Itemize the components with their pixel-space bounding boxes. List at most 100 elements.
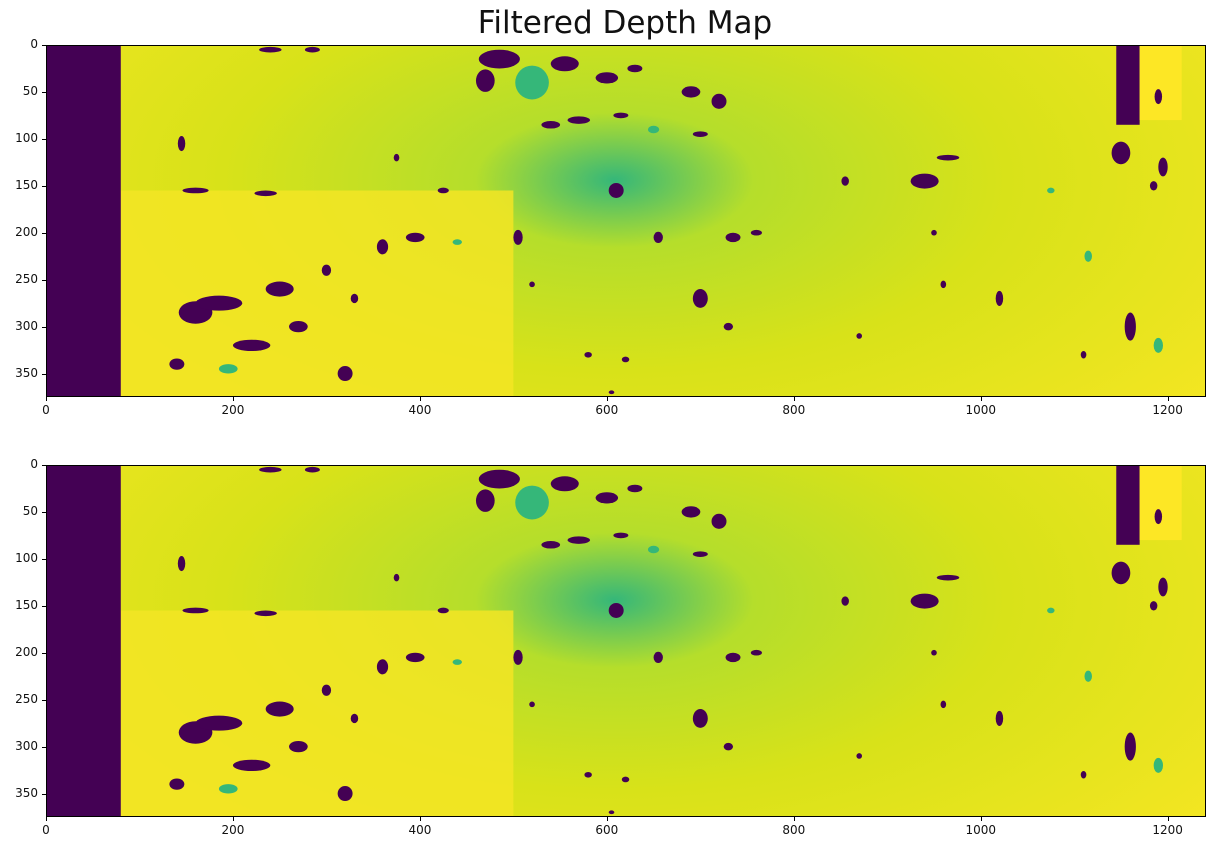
x-tick-mark [980,397,982,401]
y-tick-mark [42,793,46,795]
y-tick-label: 150 [15,177,38,192]
invalid-blob [1154,509,1163,525]
chart-title: Filtered Depth Map [477,5,773,41]
invalid-blob [452,659,462,665]
invalid-blob [405,232,425,243]
y-tick-label: 50 [22,503,38,518]
invalid-blob [393,573,400,582]
x-tick-mark [419,397,421,401]
x-tick-mark [606,397,608,401]
invalid-blob [529,701,535,708]
invalid-blob [1111,561,1131,585]
invalid-blob [1149,601,1158,611]
y-tick-mark [42,185,46,187]
invalid-blob [321,264,332,276]
invalid-blob [711,93,727,109]
y-tick-mark [42,138,46,140]
invalid-blob [475,69,495,92]
invalid-blob [289,320,308,333]
invalid-blob [595,492,619,504]
invalid-region-1 [1116,45,1140,125]
invalid-blob [1047,187,1055,194]
x-tick-mark [419,817,421,821]
y-tick-label: 0 [30,457,38,471]
invalid-blob [621,356,630,363]
y-tick-label: 250 [15,691,38,706]
invalid-blob [515,485,549,520]
depth-map-panel-top [46,45,1206,397]
invalid-blob [647,125,660,134]
near-surface-region [120,610,514,817]
invalid-blob [232,339,271,352]
invalid-blob [750,229,763,236]
depth-map-panel-bottom [46,465,1206,817]
y-tick-mark [42,326,46,328]
invalid-blob [321,684,332,696]
invalid-blob [232,759,271,772]
invalid-blob [437,607,449,614]
y-tick-label: 200 [15,644,38,659]
invalid-blob [393,153,400,162]
y-tick-mark [42,373,46,375]
invalid-blob [725,232,741,243]
y-tick-mark [42,232,46,234]
invalid-blob [550,476,579,492]
invalid-blob [725,652,741,663]
invalid-blob [254,190,277,197]
invalid-blob [627,484,643,493]
x-tick-mark [606,817,608,821]
invalid-blob [936,574,960,581]
invalid-blob [856,333,863,339]
invalid-blob [405,652,425,663]
x-tick-label: 1200 [1152,403,1183,417]
y-tick-label: 150 [15,597,38,612]
x-tick-mark [980,817,982,821]
y-tick-label: 350 [15,365,38,380]
x-tick-label: 0 [42,403,50,417]
x-tick-label: 600 [595,403,619,417]
x-tick-mark [46,397,47,401]
invalid-blob [692,551,708,557]
invalid-blob [936,154,960,161]
invalid-blob [513,229,523,245]
invalid-blob [1124,732,1136,761]
invalid-blob [259,46,282,53]
x-tick-label: 200 [221,823,245,837]
invalid-blob [613,112,629,119]
invalid-blob [681,86,701,98]
invalid-blob [182,607,209,614]
invalid-blob [541,121,561,129]
invalid-blob [608,602,624,619]
y-tick-mark [42,652,46,654]
far-surface-region [1139,465,1182,541]
invalid-blob [265,701,294,717]
near-surface-region [120,190,514,397]
invalid-blob [304,46,320,53]
y-tick-label: 300 [15,738,38,753]
y-tick-label: 0 [30,37,38,51]
invalid-blob [1158,577,1168,597]
invalid-blob [350,293,359,304]
invalid-blob [750,649,763,656]
invalid-blob [376,659,389,675]
invalid-blob [613,532,629,539]
invalid-blob [515,65,549,100]
invalid-blob [595,72,619,84]
invalid-blob [289,740,308,753]
y-tick-label: 350 [15,785,38,800]
invalid-blob [910,593,939,609]
invalid-blob [627,64,643,73]
invalid-blob [1080,771,1087,779]
invalid-blob [513,649,523,665]
y-tick-label: 100 [15,550,38,565]
invalid-blob [1084,250,1092,262]
invalid-blob [177,556,186,572]
y-tick-mark [42,511,46,513]
x-tick-mark [1167,817,1169,821]
invalid-blob [337,366,353,382]
invalid-region-0 [46,465,121,817]
invalid-blob [1047,607,1055,614]
y-tick-label: 100 [15,130,38,145]
invalid-blob [692,289,708,308]
invalid-blob [550,56,579,72]
